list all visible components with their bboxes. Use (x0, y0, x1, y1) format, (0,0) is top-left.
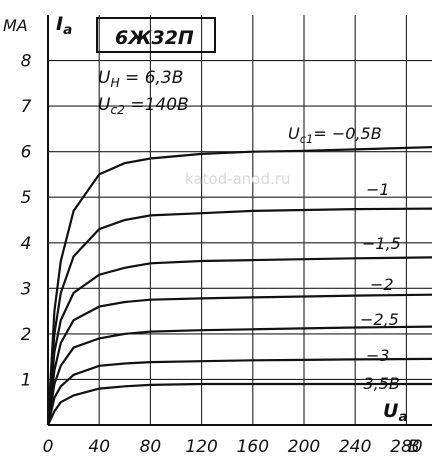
curve-series-6 (46, 357, 432, 426)
x-tick-label: 160 (237, 437, 269, 457)
curve-series-4 (46, 293, 432, 426)
y-tick-label: 7 (21, 97, 32, 117)
curve-series-5 (46, 325, 432, 426)
series-label: −2 (370, 275, 394, 294)
curve-series-2 (46, 207, 432, 426)
axes-layer (47, 15, 432, 426)
title-box (96, 17, 216, 53)
x-tick-label: 40 (88, 437, 110, 457)
series-label: −3,5B (350, 374, 400, 393)
y-tick-label: 6 (21, 143, 32, 163)
x-tick-label: 80 (140, 437, 162, 457)
param-label: Uc2 =140B (98, 95, 189, 117)
param-label: UH = 6,3B (98, 68, 183, 90)
curve-series-1 (46, 146, 432, 426)
series-label: −1,5 (362, 234, 401, 253)
y-axis-label: Ia (56, 13, 72, 38)
x-tick-label: 120 (185, 437, 217, 457)
y-tick-label: 8 (21, 52, 32, 72)
y-tick-label: 1 (21, 370, 32, 390)
curve-series-3 (46, 256, 432, 426)
curves-layer (46, 146, 432, 426)
curve-series-7 (47, 382, 432, 426)
y-tick-label: 2 (21, 325, 32, 345)
y-tick-label: 4 (21, 234, 32, 254)
x-unit-label: B (408, 437, 420, 457)
x-axis-label: Ua (383, 400, 408, 425)
x-tick-label: 0 (43, 437, 54, 457)
series-label: −2,5 (360, 310, 399, 329)
x-tick-label: 200 (288, 437, 320, 457)
y-unit-label: MA (3, 16, 28, 35)
y-tick-label: 3 (21, 279, 32, 299)
chart-title: 6Ж32П (115, 27, 194, 49)
series-label: −3 (366, 346, 390, 365)
text-layer: katod-anod.ru 0 40 80 120 160 200 240 280 1 2 3 4 5 6… (3, 13, 423, 457)
series-label: Uc1= −0,5B (288, 124, 382, 146)
x-tick-label: 280 (390, 437, 422, 457)
series-label: −1 (366, 180, 390, 199)
y-tick-label: 5 (21, 188, 32, 208)
watermark-text: katod-anod.ru (185, 170, 290, 188)
x-tick-label: 240 (339, 437, 371, 457)
